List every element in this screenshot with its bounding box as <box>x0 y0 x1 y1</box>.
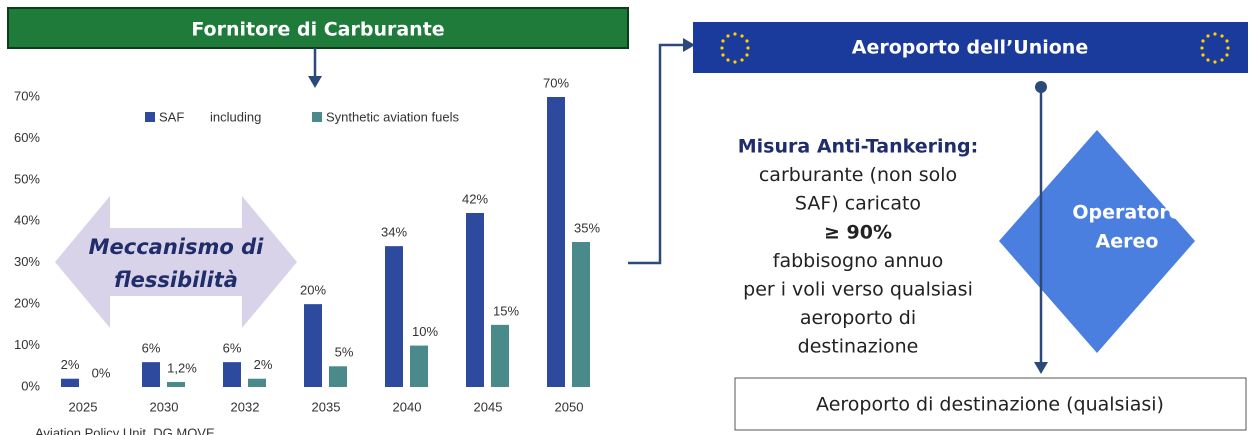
arrow-head <box>1034 362 1048 374</box>
bar <box>304 304 322 387</box>
value-label: 35% <box>574 220 600 235</box>
destination-label: Aeroporto di destinazione (qualsiasi) <box>816 394 1164 416</box>
value-label: 6% <box>223 341 242 356</box>
bar <box>167 382 185 387</box>
flex-text: flessibilità <box>114 268 238 292</box>
measure-line: ≥ 90% <box>824 221 892 243</box>
bar <box>410 345 428 387</box>
operator-text: Operatore <box>1072 202 1181 224</box>
operator-text: Aereo <box>1096 231 1159 253</box>
connector <box>628 43 685 265</box>
value-label: 15% <box>493 303 519 318</box>
value-label: 0% <box>92 365 111 380</box>
value-label: 10% <box>412 324 438 339</box>
x-tick-label: 2032 <box>231 399 260 414</box>
y-tick-label: 60% <box>14 130 40 145</box>
union-title: Aeroporto dell’Unione <box>852 37 1088 59</box>
header-box <box>7 7 629 49</box>
destination-box <box>734 377 1247 431</box>
y-tick-label: 10% <box>14 337 40 352</box>
value-label: 5% <box>335 345 354 360</box>
measure-line: SAF) caricato <box>795 193 921 215</box>
measure-lines: carburante (non solo SAF) caricato ≥ 90% fa… <box>743 164 973 358</box>
x-tick-label: 2025 <box>69 399 98 414</box>
flex-text: Meccanismo di <box>89 235 265 259</box>
value-label: 6% <box>142 341 161 356</box>
bar <box>61 378 79 387</box>
value-label: 20% <box>300 283 326 298</box>
bar <box>547 97 565 387</box>
bar <box>572 242 590 387</box>
measure-line: destinazione <box>798 336 919 358</box>
y-tick-label: 0% <box>21 378 40 393</box>
legend-swatch <box>145 112 155 122</box>
measure-title: Misura Anti-Tankering: <box>738 136 978 158</box>
value-label: 2% <box>254 357 273 372</box>
legend-connector: including <box>210 109 261 124</box>
y-tick-label: 70% <box>14 88 40 103</box>
x-tick-label: 2045 <box>474 399 503 414</box>
value-label: 2% <box>61 357 80 372</box>
operator-diamond <box>999 130 1195 353</box>
value-label: 34% <box>381 225 407 240</box>
bar <box>385 246 403 387</box>
measure-line: aeroporto di <box>800 307 916 329</box>
y-tick-label: 20% <box>14 296 40 311</box>
value-label: 42% <box>462 191 488 206</box>
flex-arrow <box>55 196 297 328</box>
bar <box>142 362 160 387</box>
measure-line: carburante (non solo <box>759 164 957 186</box>
chart: 0% 10% 20% 30% 40% 50% 60% 70% 2025 2% 0% 2030 6% 1,2… <box>14 75 600 435</box>
y-tick-label: 30% <box>14 254 40 269</box>
measure-line: fabbisogno annuo <box>773 250 943 272</box>
legend-swatch <box>312 112 322 122</box>
eu-stars <box>720 32 1230 64</box>
y-tick-label: 50% <box>14 171 40 186</box>
bar <box>329 366 347 387</box>
legend-label: Synthetic aviation fuels <box>326 109 459 124</box>
union-banner <box>693 22 1248 73</box>
x-tick-label: 2030 <box>150 399 179 414</box>
legend-label: SAF <box>159 109 184 124</box>
x-tick-label: 2040 <box>393 399 422 414</box>
x-tick-label: 2050 <box>555 399 584 414</box>
arrow-head <box>683 38 695 52</box>
bar <box>491 324 509 387</box>
arrow-head <box>308 76 322 88</box>
source: Aviation Policy Unit, DG MOVE <box>35 425 215 435</box>
bar <box>223 362 241 387</box>
header-title: Fornitore di Carburante <box>191 19 444 41</box>
flow-dot <box>1035 81 1047 93</box>
bar <box>466 213 484 387</box>
value-label: 70% <box>543 75 569 90</box>
y-tick-label: 40% <box>14 213 40 228</box>
x-tick-label: 2035 <box>312 399 341 414</box>
measure-line: per i voli verso qualsiasi <box>743 279 973 301</box>
bar <box>248 378 266 387</box>
value-label: 1,2% <box>167 360 197 375</box>
